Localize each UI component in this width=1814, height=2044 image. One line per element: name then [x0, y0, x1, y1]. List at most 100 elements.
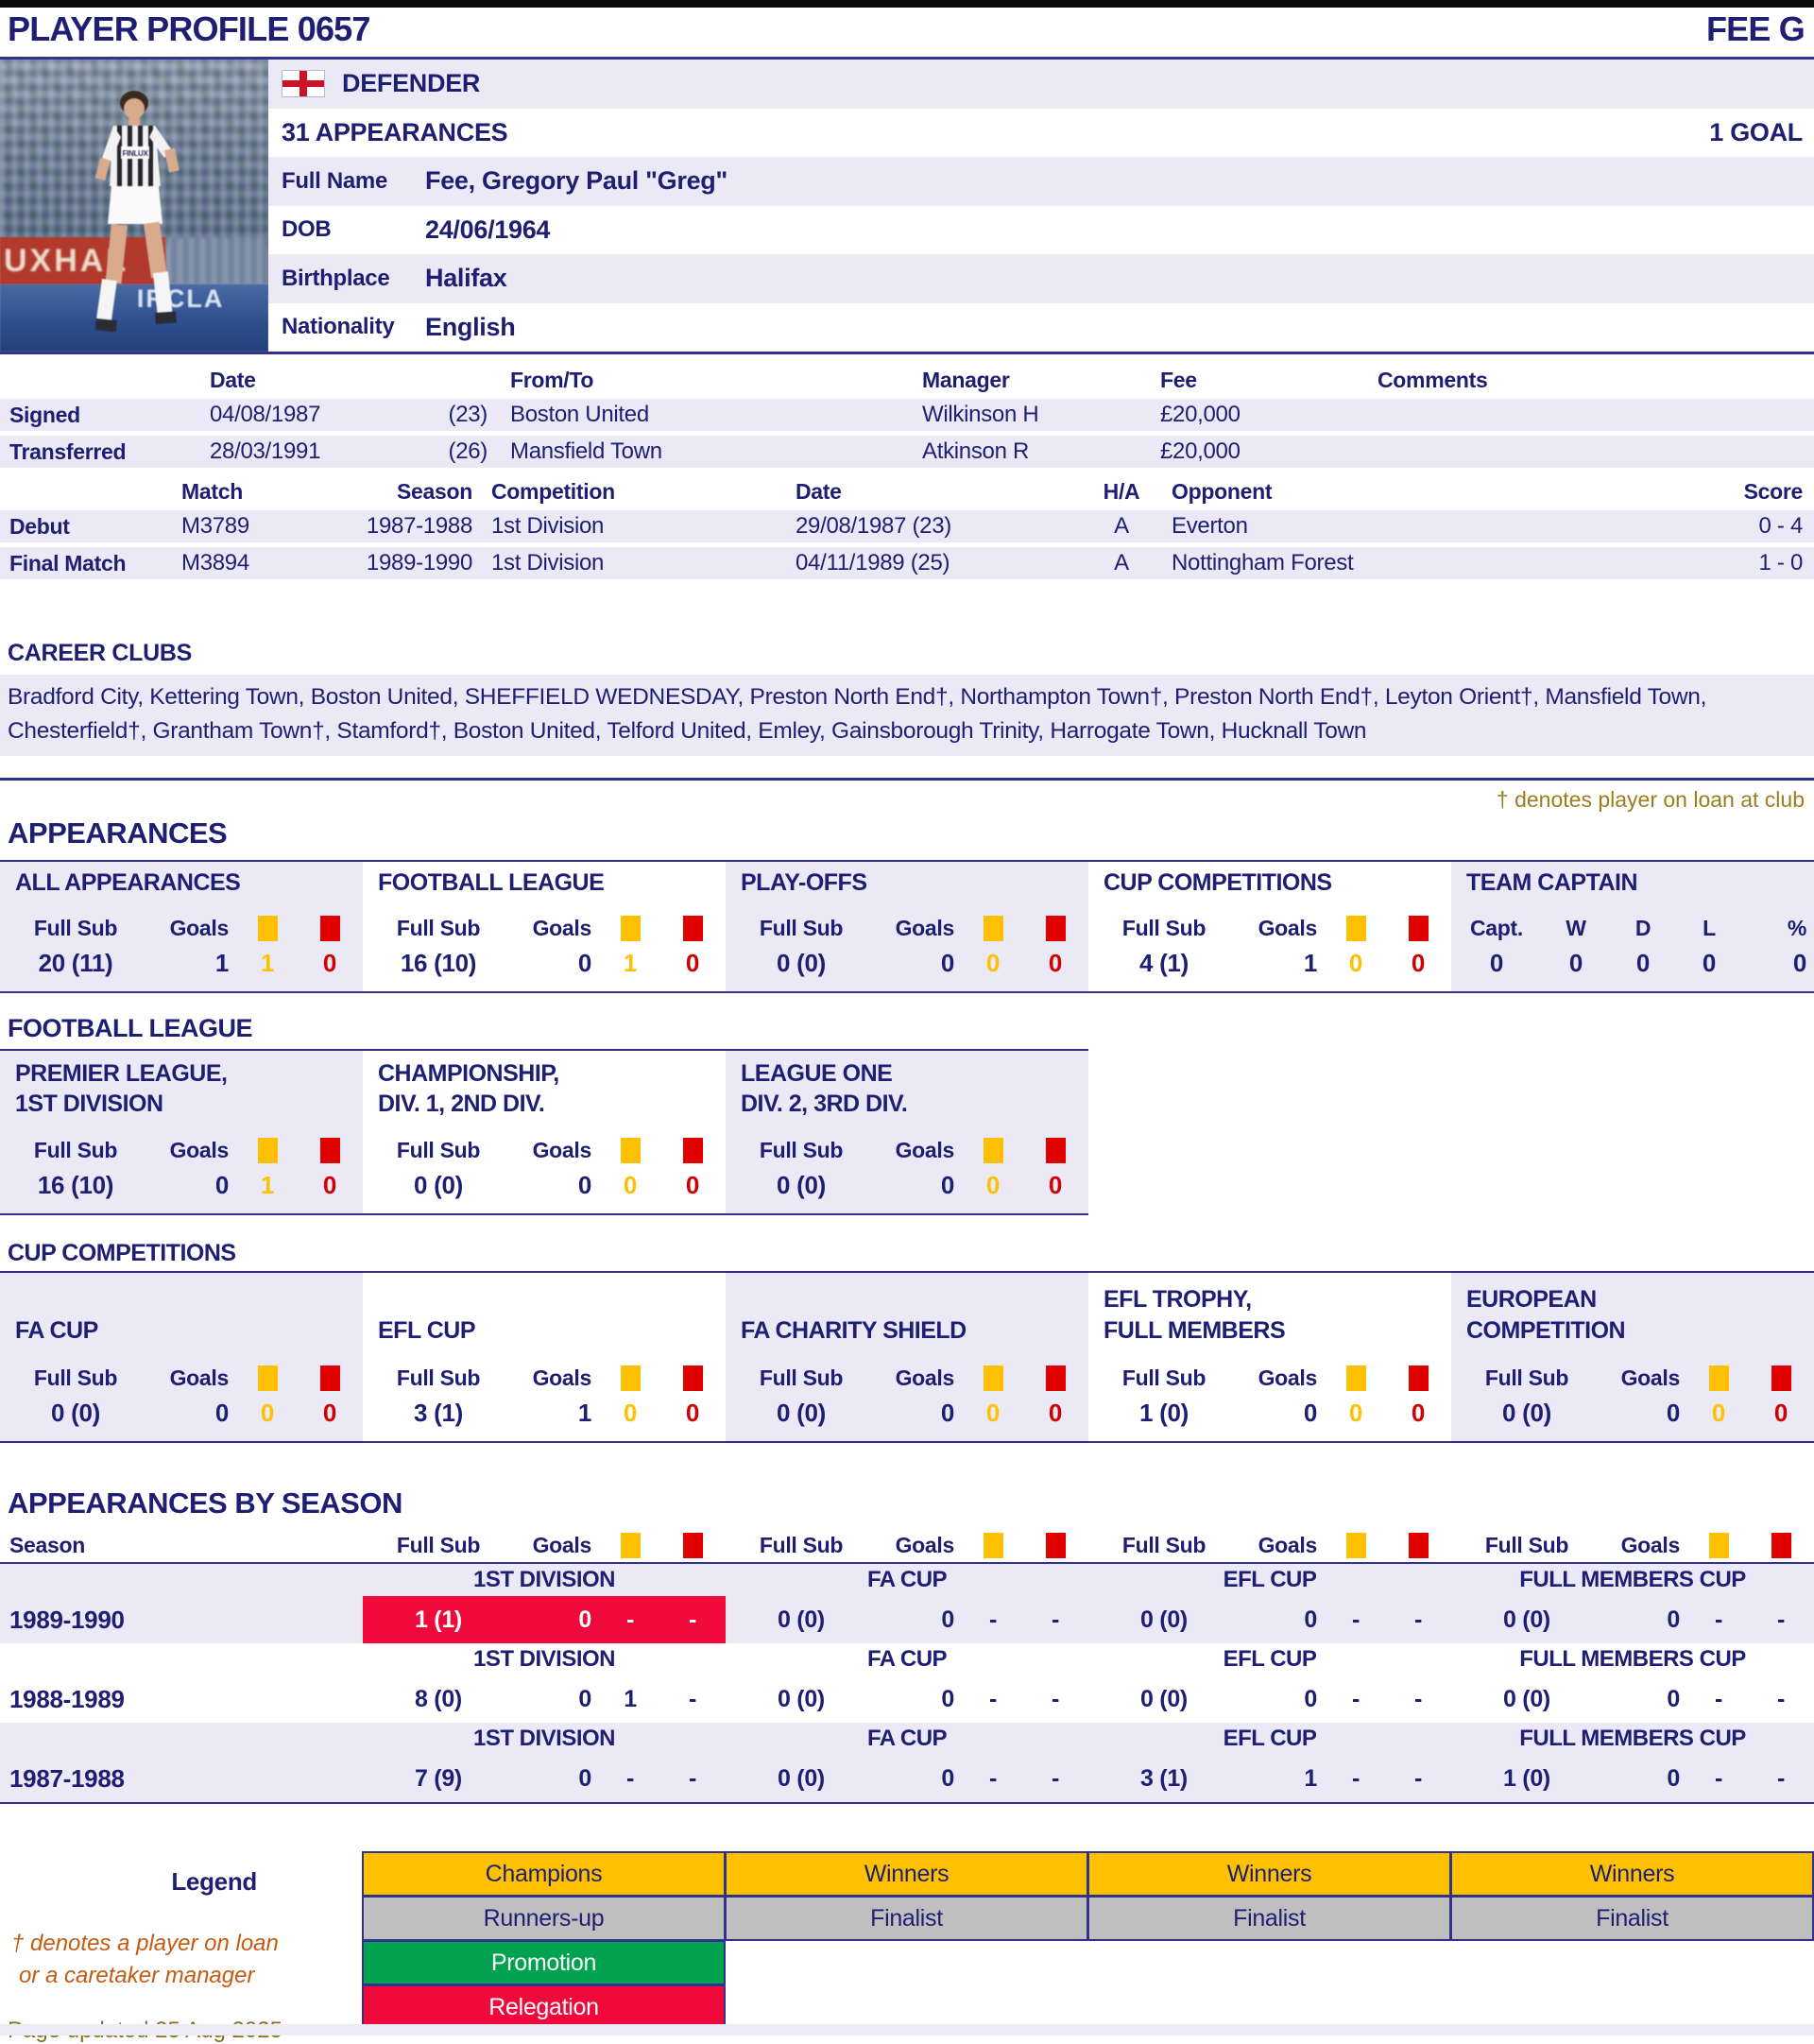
debut-ha: A: [1114, 513, 1129, 539]
legend-title: Legend: [171, 1867, 257, 1897]
panel-efl-cup: EFL CUP Full Sub Goals 3 (1) 1 0 0: [363, 1273, 726, 1441]
field-label: Full Name: [282, 167, 387, 194]
capt-value: 0: [1489, 948, 1504, 977]
panel-fa-cup: FA CUP Full Sub Goals 0 (0) 0 0 0: [0, 1273, 363, 1441]
red-card-icon: [1045, 1138, 1066, 1164]
player-info-section: UXHAL IRCLA FINLUX: [0, 60, 1814, 352]
competition-name: 1ST DIVISION: [472, 1726, 616, 1752]
row-label: Final Match: [9, 550, 127, 575]
legend-finalist: Finalist: [725, 1896, 1088, 1942]
legend-loan-note-line1: † denotes a player on loan: [11, 1931, 279, 1957]
full-sub-value: 16 (10): [400, 948, 477, 977]
signed-age: (23): [448, 402, 488, 427]
goals-value: 1: [577, 1398, 591, 1427]
yellow-cards-value: 0: [623, 1398, 638, 1427]
panel-title-line1: LEAGUE ONE: [741, 1060, 893, 1087]
yellow-cards-value: 0: [985, 1170, 1001, 1199]
goals-value: 0: [577, 948, 591, 977]
final-score: 1 - 0: [1758, 550, 1803, 575]
table-row: Signed 04/08/1987 (23) Boston United Wil…: [0, 399, 1814, 431]
legend-promotion: Promotion: [362, 1940, 726, 1986]
col-header-match: Match: [181, 478, 243, 504]
col-header-competition: Competition: [491, 478, 615, 504]
row-label: Signed: [9, 402, 80, 427]
competition-name: EFL CUP: [1223, 1726, 1317, 1752]
col-header-manager: Manager: [922, 367, 1010, 392]
final-ha: A: [1114, 550, 1129, 575]
cup-competitions-strip: FA CUP Full Sub Goals 0 (0) 0 0 0 EFL CU…: [0, 1271, 1814, 1443]
signed-club: Boston United: [510, 402, 649, 427]
full-sub-value: 0 (0): [777, 1398, 826, 1427]
goals-value: 0: [940, 1170, 954, 1199]
legend-table: Champions Winners Winners Winners Runner…: [362, 1851, 1814, 2044]
red-card-icon: [1045, 916, 1066, 942]
yellow-card-icon: [983, 1366, 1003, 1392]
dob-row: DOB 24/06/1964: [268, 206, 1814, 255]
panel-league-one-3rd-division: LEAGUE ONE DIV. 2, 3RD DIV. Full Sub Goa…: [726, 1051, 1088, 1213]
goals-value: 0: [940, 948, 954, 977]
red-cards-value: 0: [1411, 1398, 1426, 1427]
red-cards-value: 0: [1048, 1170, 1063, 1199]
player-photo: UXHAL IRCLA FINLUX: [0, 60, 268, 352]
panel-title-line2: FULL MEMBERS: [1104, 1317, 1286, 1344]
yellow-card-icon: [1708, 1366, 1729, 1392]
yellow-card-icon: [1345, 916, 1366, 942]
full-sub-value: 0 (0): [51, 1398, 100, 1427]
yellow-card-icon: [1345, 1366, 1366, 1392]
panel-efl-trophy-full-members: EFL TROPHY, FULL MEMBERS Full Sub Goals …: [1088, 1273, 1451, 1441]
photo-crowd-patch: [166, 237, 268, 284]
career-clubs-heading: CAREER CLUBS: [8, 640, 193, 666]
final-date: 04/11/1989 (25): [796, 550, 950, 575]
l-value: 0: [1702, 948, 1717, 977]
full-sub-value: 4 (1): [1139, 948, 1189, 977]
competition-name: EFL CUP: [1223, 1646, 1317, 1673]
final-season: 1989-1990: [366, 550, 472, 575]
legend-finalist: Finalist: [1087, 1896, 1451, 1942]
red-card-icon: [319, 916, 340, 942]
competition-name: FULL MEMBERS CUP: [1519, 1726, 1746, 1752]
season-label: 1988-1989: [9, 1684, 125, 1713]
final-match-id: M3894: [181, 550, 249, 575]
career-clubs-line1: Bradford City, Kettering Town, Boston Un…: [8, 684, 1707, 710]
season-label: 1989-1990: [9, 1605, 125, 1634]
full-sub-value: 0 (0): [777, 948, 826, 977]
divider: [0, 778, 1814, 781]
goals-value: 1: [214, 948, 229, 977]
red-cards-value: 0: [685, 948, 700, 977]
legend-winners: Winners: [1087, 1851, 1451, 1898]
debut-match-id: M3789: [181, 513, 249, 539]
yellow-card-icon: [620, 1138, 641, 1164]
full-sub-value: 0 (0): [777, 1170, 826, 1199]
red-cards-value: 0: [322, 948, 337, 977]
legend-section: Legend † denotes a player on loan or a c…: [0, 1851, 1814, 2044]
col-header-ha: H/A: [1103, 478, 1140, 504]
transferred-fee: £20,000: [1160, 438, 1241, 464]
table-row: Final Match M3894 1989-1990 1st Division…: [0, 547, 1814, 579]
yellow-cards-value: 0: [1348, 1398, 1363, 1427]
season-band: 1ST DIVISION FA CUP EFL CUP FULL MEMBERS…: [0, 1643, 1814, 1723]
competition-name: EFL CUP: [1223, 1567, 1317, 1593]
transferred-age: (26): [448, 438, 488, 464]
competition-name: FA CUP: [866, 1726, 948, 1752]
yellow-card-icon: [983, 1138, 1003, 1164]
relegation-highlight-cell: 1 (1) 0 - -: [363, 1596, 726, 1644]
photo-board-text: IRCLA: [136, 283, 225, 313]
field-value: English: [425, 312, 516, 341]
page-header: PLAYER PROFILE 0657 FEE G: [0, 8, 1814, 60]
transferred-manager: Atkinson R: [922, 438, 1030, 464]
photo-pitchside-band: [0, 283, 268, 352]
season-table-header: Season Full Sub Goals Full Sub Goals Ful…: [0, 1532, 1814, 1565]
red-cards-value: 0: [1773, 1398, 1788, 1427]
career-clubs-list: Bradford City, Kettering Town, Boston Un…: [0, 675, 1814, 756]
panel-title-line1: EFL TROPHY,: [1104, 1286, 1252, 1313]
col-header-d: D: [1634, 915, 1651, 940]
signed-manager: Wilkinson H: [922, 402, 1039, 427]
table-row: Transferred 28/03/1991 (26) Mansfield To…: [0, 436, 1814, 468]
red-cards-value: 0: [1048, 1398, 1063, 1427]
red-card-icon: [1771, 1533, 1791, 1559]
col-header-full-sub: Full Sub: [33, 915, 118, 940]
field-value: Halifax: [425, 264, 507, 293]
yellow-cards-value: 0: [260, 1398, 275, 1427]
col-header-score: Score: [1743, 478, 1804, 504]
red-card-icon: [319, 1138, 340, 1164]
